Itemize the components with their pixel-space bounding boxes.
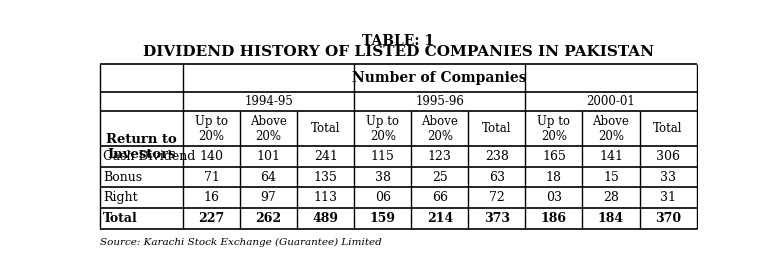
Text: 373: 373 (484, 212, 510, 225)
Text: 63: 63 (489, 170, 505, 183)
Text: Number of Companies: Number of Companies (352, 71, 527, 85)
Text: 306: 306 (656, 150, 680, 163)
Text: Above
20%: Above 20% (421, 115, 459, 143)
Text: 18: 18 (546, 170, 562, 183)
Text: 238: 238 (485, 150, 509, 163)
Text: 15: 15 (603, 170, 619, 183)
Text: Total: Total (311, 122, 341, 135)
Text: 28: 28 (603, 192, 619, 204)
Text: 184: 184 (598, 212, 624, 225)
Text: Return to
Investors: Return to Investors (106, 133, 177, 161)
Text: 06: 06 (375, 192, 391, 204)
Text: 16: 16 (203, 192, 220, 204)
Text: Up to
20%: Up to 20% (195, 115, 228, 143)
Text: Cash Dividend: Cash Dividend (103, 150, 196, 163)
Text: Above
20%: Above 20% (250, 115, 287, 143)
Text: 113: 113 (314, 192, 338, 204)
Text: Total: Total (653, 122, 683, 135)
Text: 123: 123 (428, 150, 452, 163)
Text: 101: 101 (257, 150, 281, 163)
Text: Above
20%: Above 20% (593, 115, 629, 143)
Text: Total: Total (482, 122, 511, 135)
Text: 159: 159 (369, 212, 396, 225)
Text: 1995-96: 1995-96 (415, 95, 464, 108)
Text: DIVIDEND HISTORY OF LISTED COMPANIES IN PAKISTAN: DIVIDEND HISTORY OF LISTED COMPANIES IN … (143, 45, 654, 59)
Text: 165: 165 (542, 150, 566, 163)
Text: Total: Total (103, 212, 138, 225)
Text: 262: 262 (255, 212, 282, 225)
Text: 33: 33 (660, 170, 676, 183)
Text: 489: 489 (313, 212, 338, 225)
Text: 135: 135 (314, 170, 338, 183)
Text: 227: 227 (199, 212, 225, 225)
Text: 140: 140 (199, 150, 223, 163)
Text: 66: 66 (431, 192, 448, 204)
Text: 64: 64 (261, 170, 276, 183)
Text: Up to
20%: Up to 20% (538, 115, 570, 143)
Text: Right: Right (103, 192, 137, 204)
Text: 25: 25 (432, 170, 448, 183)
Text: 72: 72 (489, 192, 504, 204)
Text: 115: 115 (371, 150, 395, 163)
Text: 2000-01: 2000-01 (587, 95, 636, 108)
Text: 241: 241 (314, 150, 338, 163)
Text: TABLE: 1: TABLE: 1 (362, 34, 435, 48)
Text: 38: 38 (375, 170, 391, 183)
Text: 31: 31 (660, 192, 676, 204)
Text: Source: Karachi Stock Exchange (Guarantee) Limited: Source: Karachi Stock Exchange (Guarante… (100, 237, 382, 247)
Text: 03: 03 (546, 192, 562, 204)
Text: 214: 214 (427, 212, 453, 225)
Text: Up to
20%: Up to 20% (366, 115, 399, 143)
Text: 1994-95: 1994-95 (244, 95, 293, 108)
Text: 370: 370 (655, 212, 681, 225)
Text: 97: 97 (261, 192, 276, 204)
Text: Bonus: Bonus (103, 170, 142, 183)
Text: 71: 71 (203, 170, 220, 183)
Text: 186: 186 (541, 212, 567, 225)
Text: 141: 141 (599, 150, 623, 163)
